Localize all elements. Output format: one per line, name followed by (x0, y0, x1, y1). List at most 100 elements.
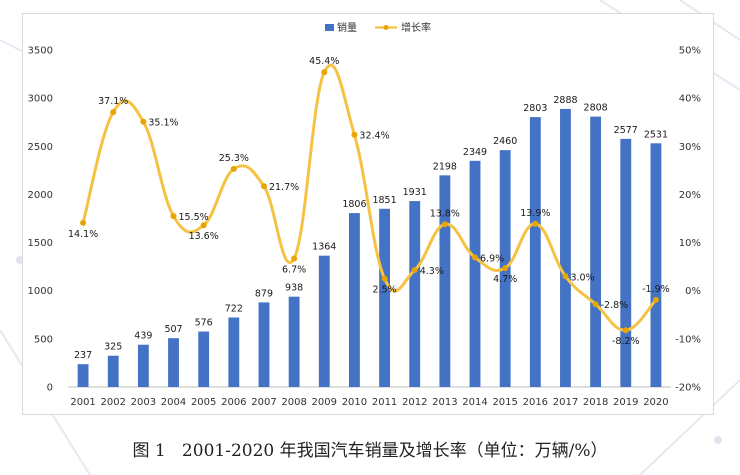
bar-data-label: 325 (104, 342, 122, 353)
growth-rate-marker (260, 183, 267, 190)
growth-rate-marker (381, 275, 388, 282)
y-left-tick-label: 500 (34, 334, 53, 345)
bar-data-label: 938 (285, 283, 303, 294)
y-left-tick-label: 1000 (28, 286, 53, 297)
growth-rate-marker (532, 220, 539, 227)
legend-swatch-marker (383, 25, 389, 30)
y-right-tick-label: 30% (679, 142, 701, 153)
growth-rate-data-label: 21.7% (269, 182, 299, 193)
growth-rate-marker (411, 267, 418, 274)
growth-rate-data-label: 14.1% (68, 229, 98, 240)
y-right-tick-label: -20% (675, 383, 701, 394)
bar-series (77, 108, 662, 388)
growth-rate-data-label: 32.4% (359, 131, 389, 142)
growth-rate-marker (472, 254, 479, 261)
growth-rate-marker (652, 296, 659, 303)
bar-data-label: 1851 (372, 195, 396, 206)
growth-rate-marker (291, 255, 298, 262)
bar (379, 208, 391, 387)
growth-rate-data-label: 3.0% (570, 272, 594, 283)
growth-rate-data-label: 4.7% (493, 274, 517, 285)
growth-rate-data-label: 37.1% (98, 96, 128, 107)
bar-data-labels: 237 325 439 507 576 722 879 938 1364 1806 1851 1931… (74, 95, 668, 361)
growth-rate-data-labels: 14.1% 37.1% 35.1% 15.5% 13.6% 25.3% 21.7% 6.7% 4… (68, 56, 670, 347)
growth-rate-data-label: 15.5% (179, 212, 209, 223)
bar-data-label: 1931 (403, 187, 427, 198)
growth-rate-marker (592, 301, 599, 308)
x-tick-label: 2011 (372, 397, 397, 408)
growth-rate-data-label: -8.2% (612, 336, 640, 347)
growth-rate-data-label: 13.9% (520, 208, 550, 219)
growth-rate-marker (110, 109, 117, 116)
bar-data-label: 507 (164, 324, 182, 335)
growth-rate-marker (321, 69, 328, 76)
y-axis-right: -20% -10% 0% 10% 20% 30% 40% 50% (675, 46, 701, 394)
y-right-tick-label: 50% (679, 46, 701, 57)
bar-data-label: 576 (195, 318, 213, 329)
bar (650, 143, 662, 387)
bar (439, 175, 451, 387)
bar-data-label: 2531 (644, 129, 668, 140)
growth-rate-marker (351, 131, 358, 138)
x-tick-label: 2003 (131, 397, 156, 408)
bar (529, 117, 541, 387)
y-right-tick-label: 0% (685, 286, 701, 297)
bar-data-label: 2803 (523, 103, 547, 114)
bar-data-label: 1364 (312, 242, 336, 253)
x-axis-tick-labels: 2001 2002 2003 2004 2005 2006 2007 2008 2009 2010… (70, 397, 668, 408)
growth-rate-marker (502, 265, 509, 272)
bar (318, 255, 330, 387)
bar-data-label: 2460 (493, 136, 517, 147)
growth-rate-data-label: 35.1% (148, 118, 178, 129)
y-axis-left: 0 500 1000 1500 2000 2500 3000 3500 (28, 46, 53, 394)
y-left-tick-label: 2000 (28, 190, 53, 201)
bar (620, 138, 632, 387)
x-tick-label: 2001 (70, 397, 95, 408)
x-tick-label: 2002 (100, 397, 125, 408)
bar (288, 296, 300, 387)
growth-rate-marker (562, 273, 569, 280)
growth-rate-data-label: 25.3% (219, 153, 249, 164)
legend-label-bar: 销量 (337, 21, 357, 34)
chart-frame: 销量 增长率 0 500 1000 1500 2000 2500 3000 3500 -20%… (22, 13, 714, 415)
growth-rate-marker (170, 213, 177, 220)
bar-data-label: 1806 (342, 199, 366, 210)
growth-rate-data-label: 6.9% (480, 253, 504, 264)
bar-data-label: 237 (74, 350, 92, 361)
growth-rate-data-label: -1.9% (642, 284, 670, 295)
bar-data-label: 2349 (463, 147, 487, 158)
bar-data-label: 2198 (433, 161, 457, 172)
bar (560, 108, 571, 388)
bar-data-label: 879 (255, 288, 273, 299)
bar-data-label: 2577 (614, 125, 638, 136)
x-tick-label: 2010 (342, 397, 367, 408)
bar (168, 338, 179, 387)
figure-caption: 图 1 2001-2020 年我国汽车销量及增长率（单位：万辆/%） (132, 441, 608, 461)
bar (258, 302, 270, 387)
x-tick-label: 2009 (312, 397, 337, 408)
growth-rate-data-label: 6.7% (282, 264, 306, 275)
y-left-tick-label: 2500 (28, 142, 53, 153)
bar-data-label: 439 (134, 331, 152, 342)
y-right-tick-label: -10% (675, 334, 701, 345)
growth-rate-data-label: 13.6% (189, 231, 219, 242)
y-left-tick-label: 3000 (28, 94, 53, 105)
growth-rate-markers (80, 69, 659, 334)
growth-rate-data-label: 45.4% (309, 56, 339, 67)
bar (409, 201, 421, 387)
bar (198, 331, 210, 387)
x-tick-label: 2005 (191, 397, 216, 408)
x-tick-label: 2014 (462, 397, 487, 408)
growth-rate-marker (80, 219, 87, 226)
growth-rate-marker (200, 222, 207, 229)
x-tick-label: 2006 (221, 397, 246, 408)
bar (590, 116, 602, 388)
legend-swatch-bar (325, 24, 334, 31)
growth-rate-data-label: -2.8% (601, 300, 629, 311)
y-right-tick-label: 10% (679, 238, 701, 249)
bar-data-label: 722 (225, 303, 243, 314)
growth-rate-data-label: 13.8% (430, 208, 460, 219)
bar (469, 160, 481, 387)
bar (137, 344, 149, 387)
x-tick-label: 2015 (492, 397, 517, 408)
